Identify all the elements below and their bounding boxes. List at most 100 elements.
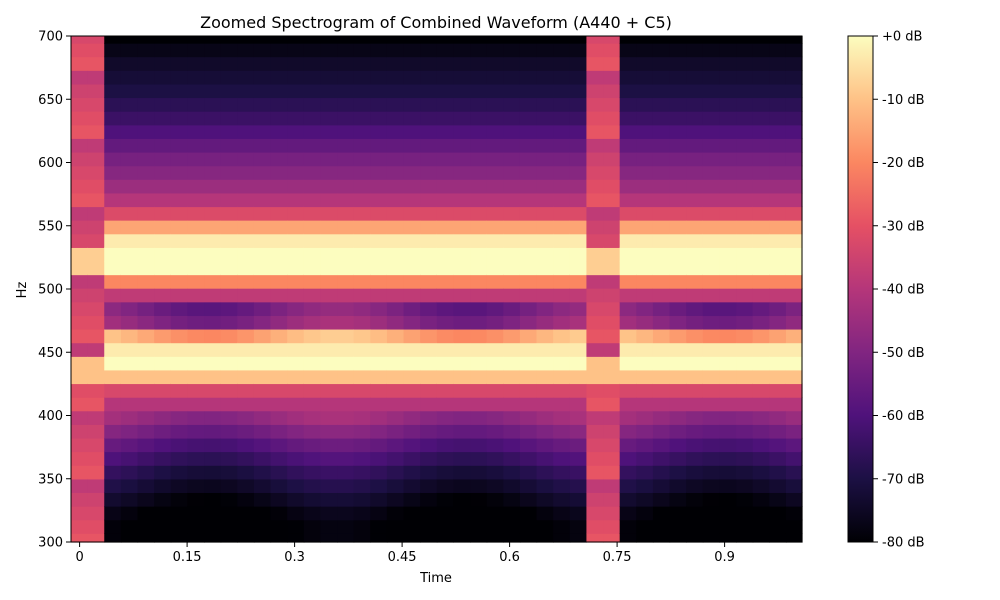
heatmap-cell (237, 260, 255, 276)
heatmap-cell (586, 424, 604, 439)
heatmap-cell (503, 274, 521, 289)
heatmap-cell (120, 383, 139, 398)
heatmap-cell (320, 165, 338, 180)
heatmap-cell (270, 397, 288, 412)
heatmap-cell (220, 465, 238, 480)
heatmap-cell (503, 165, 521, 180)
heatmap-cell (619, 356, 637, 371)
heatmap-cell (536, 397, 554, 412)
heatmap-cell (553, 383, 571, 398)
heatmap-cell (503, 397, 521, 412)
heatmap-cell (785, 138, 803, 153)
heatmap-cell (519, 152, 538, 167)
heatmap-cell (736, 315, 754, 330)
heatmap-cell (137, 410, 155, 425)
heatmap-cell (436, 83, 455, 99)
heatmap-cell (154, 233, 172, 248)
heatmap-cell (769, 533, 787, 543)
heatmap-cell (519, 220, 538, 235)
heatmap-cell (420, 165, 438, 180)
heatmap-cell (719, 519, 737, 534)
heatmap-cell (470, 247, 488, 262)
heatmap-cell (386, 397, 405, 412)
heatmap-cell (669, 97, 687, 112)
heatmap-cell (769, 111, 787, 126)
heatmap-cell (403, 533, 421, 543)
heatmap-cell (785, 451, 803, 466)
heatmap-cell (453, 383, 471, 398)
heatmap-cell (569, 42, 588, 58)
heatmap-cell (470, 397, 488, 412)
heatmap-cell (453, 492, 471, 507)
heatmap-cell (736, 328, 754, 344)
heatmap-cell (320, 478, 338, 493)
heatmap-cell (686, 328, 704, 344)
heatmap-cell (137, 328, 155, 344)
heatmap-cell (370, 492, 388, 507)
heatmap-cell (569, 288, 588, 303)
heatmap-cell (436, 247, 455, 262)
heatmap-cell (104, 369, 122, 385)
heatmap-cell (370, 36, 388, 44)
heatmap-cell (586, 36, 604, 44)
heatmap-cell (237, 424, 255, 439)
heatmap-cell (719, 342, 737, 357)
heatmap-cell (652, 397, 671, 412)
heatmap-cell (337, 506, 355, 521)
heatmap-cell (403, 124, 421, 139)
heatmap-cell (785, 410, 803, 425)
heatmap-cell (619, 192, 637, 208)
heatmap-cell (619, 424, 637, 439)
heatmap-cell (303, 519, 321, 534)
heatmap-cell (220, 288, 238, 303)
heatmap-cell (104, 233, 122, 248)
heatmap-cell (253, 383, 272, 398)
heatmap-cell (652, 301, 671, 317)
heatmap-cell (702, 70, 721, 85)
heatmap-cell (170, 152, 188, 167)
heatmap-cell (353, 206, 371, 221)
heatmap-cell (519, 437, 538, 453)
heatmap-cell (686, 369, 704, 385)
heatmap-cell (287, 315, 305, 330)
heatmap-cell (519, 519, 538, 534)
heatmap-cell (170, 192, 188, 208)
heatmap-cell (303, 465, 321, 480)
heatmap-cell (603, 342, 621, 357)
heatmap-cell (220, 206, 238, 221)
x-tick-label: 0 (75, 550, 83, 565)
heatmap-cell (320, 519, 338, 534)
heatmap-cell (702, 288, 721, 303)
y-axis-label: Hz (15, 282, 30, 299)
heatmap-cell (187, 56, 205, 71)
heatmap-cell (702, 451, 721, 466)
heatmap-cell (503, 206, 521, 221)
heatmap-cell (71, 192, 89, 208)
heatmap-cell (519, 356, 538, 371)
heatmap-cell (586, 165, 604, 180)
heatmap-cell (370, 465, 388, 480)
heatmap-cell (436, 260, 455, 276)
heatmap-cell (702, 36, 721, 44)
heatmap-cell (154, 315, 172, 330)
heatmap-cell (652, 179, 671, 194)
heatmap-cell (386, 111, 405, 126)
heatmap-cell (353, 260, 371, 276)
heatmap-cell (436, 383, 455, 398)
heatmap-cell (603, 179, 621, 194)
heatmap-cell (71, 56, 89, 71)
heatmap-cell (769, 83, 787, 99)
heatmap-cell (303, 260, 321, 276)
heatmap-cell (569, 274, 588, 289)
heatmap-cell (337, 437, 355, 453)
y-tick-label: 400 (38, 409, 63, 424)
heatmap-cell (237, 397, 255, 412)
heatmap-cell (486, 533, 504, 543)
heatmap-cell (237, 465, 255, 480)
heatmap-cell (536, 506, 554, 521)
heatmap-cell (586, 342, 604, 357)
heatmap-cell (470, 315, 488, 330)
heatmap-cell (87, 342, 105, 357)
heatmap-cell (154, 301, 172, 317)
y-tick-label: 650 (38, 93, 63, 108)
